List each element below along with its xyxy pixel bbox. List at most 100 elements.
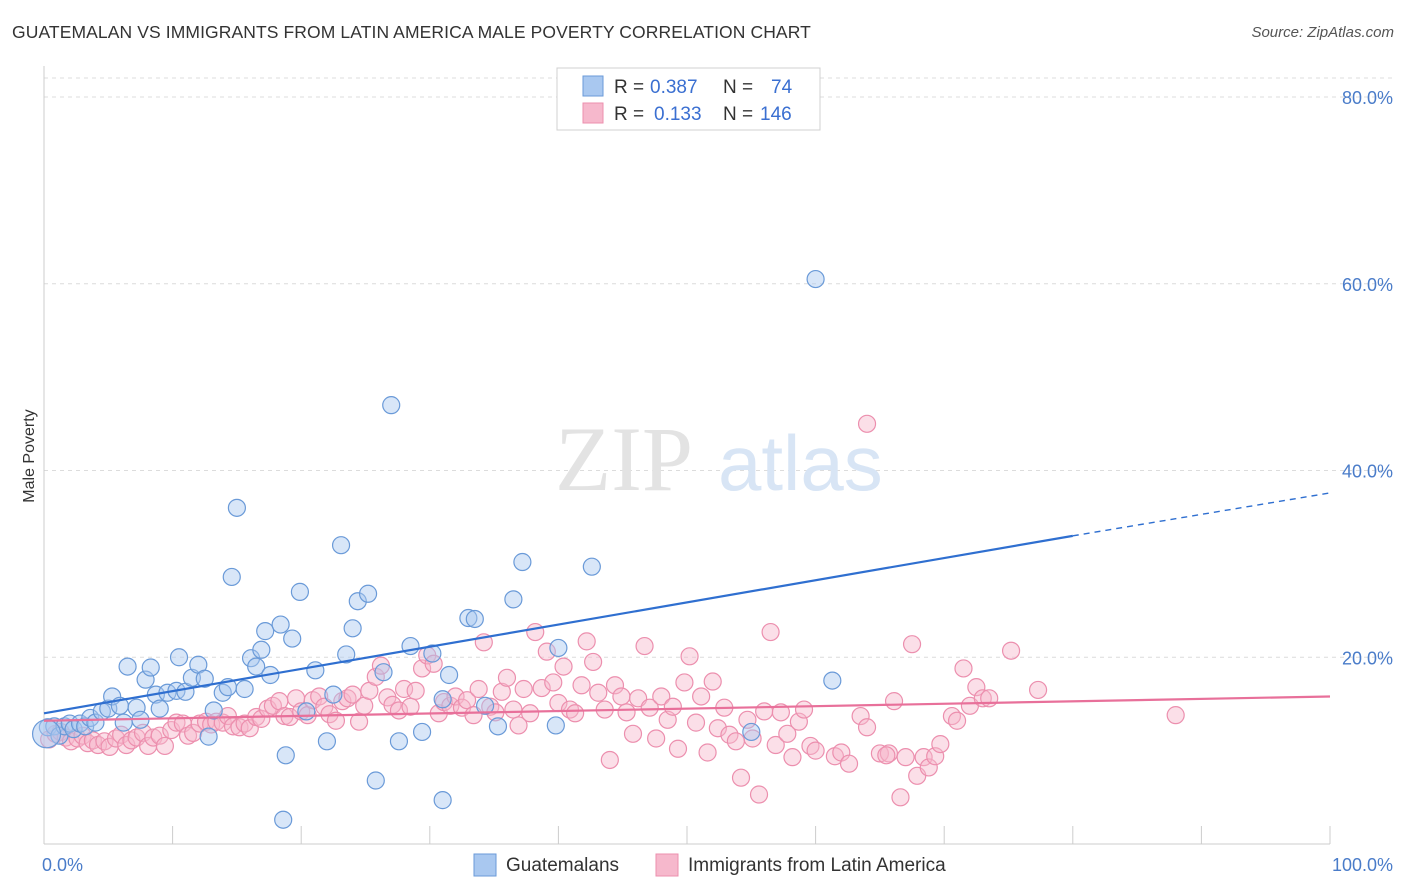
- pink-point: [902, 635, 922, 654]
- pink-point: [731, 768, 751, 787]
- blue-point: [118, 657, 137, 676]
- pink-point: [755, 702, 774, 721]
- pink-point: [605, 676, 625, 695]
- stats-legend: R = 0.387 N = 74 R = 0.133 N = 146: [556, 67, 821, 131]
- blue-point: [252, 640, 271, 659]
- blue-point: [256, 622, 275, 641]
- pink-point: [851, 706, 870, 726]
- pink-point: [663, 697, 682, 716]
- blue-point: [271, 615, 290, 634]
- watermark-zip: ZIP: [555, 408, 693, 510]
- pink-point: [947, 711, 967, 730]
- legend-r-value-pink: 0.133: [654, 104, 702, 125]
- pink-point: [469, 679, 488, 699]
- y-tick-labels: 20.0% 40.0% 60.0% 80.0%: [1342, 88, 1393, 668]
- blue-point: [823, 671, 842, 690]
- legend-n-value-blue: 74: [771, 77, 793, 98]
- pink-point: [514, 679, 533, 699]
- blue-point: [114, 713, 133, 732]
- y-tick-label: 40.0%: [1342, 462, 1393, 482]
- grid-lines: [44, 77, 1393, 658]
- pink-point: [698, 743, 717, 762]
- pink-point: [783, 748, 802, 767]
- blue-point: [150, 699, 169, 718]
- y-axis-label: Male Poverty: [21, 409, 38, 502]
- blue-point: [141, 658, 160, 677]
- pink-point: [857, 414, 877, 433]
- blue-point: [227, 498, 246, 517]
- blue-point: [86, 713, 105, 732]
- pink-point: [537, 642, 556, 661]
- blue-trendline: [43, 534, 1073, 715]
- pink-point: [980, 689, 999, 708]
- pink-point: [766, 735, 785, 755]
- blue-point: [31, 719, 62, 749]
- pink-point: [521, 704, 540, 723]
- pink-point: [680, 647, 699, 666]
- blue-point: [465, 609, 484, 629]
- bottom-legend-label-pink: Immigrants from Latin America: [688, 855, 946, 876]
- blue-point: [412, 722, 432, 742]
- legend-swatch-blue: [582, 75, 604, 97]
- watermark: ZIP atlas: [555, 408, 883, 510]
- blue-point: [169, 648, 189, 667]
- pink-point: [544, 673, 563, 692]
- blue-point: [459, 608, 478, 628]
- pink-point: [931, 734, 950, 754]
- blue-point: [195, 669, 214, 688]
- pink-point: [652, 687, 671, 706]
- pink-point: [310, 687, 329, 706]
- blue-point: [324, 685, 343, 704]
- pink-point: [566, 704, 585, 723]
- pink-point: [584, 652, 603, 672]
- pink-point: [686, 713, 706, 732]
- pink-point: [155, 736, 174, 756]
- blue-point: [439, 665, 459, 685]
- pink-point: [577, 632, 596, 651]
- blue-point: [423, 644, 442, 663]
- blue-point: [382, 396, 401, 415]
- pink-point: [589, 683, 608, 702]
- pink-point: [675, 673, 694, 692]
- blue-trendline-extension: [1072, 492, 1331, 537]
- pink-point: [703, 672, 722, 691]
- pink-point: [532, 678, 551, 698]
- pink-point: [509, 716, 528, 735]
- y-tick-label: 60.0%: [1342, 275, 1393, 295]
- pink-point: [554, 657, 573, 676]
- pink-point: [692, 687, 711, 706]
- pink-point: [640, 698, 659, 717]
- pink-point: [738, 710, 757, 729]
- pink-point: [857, 718, 877, 737]
- blue-point: [549, 638, 568, 658]
- blue-point: [235, 679, 254, 699]
- blue-point: [806, 269, 825, 289]
- pink-point: [150, 726, 169, 745]
- pink-point: [252, 709, 271, 728]
- pink-point: [178, 726, 198, 745]
- blue-point: [222, 567, 241, 587]
- legend-swatch-pink: [582, 102, 604, 124]
- pink-point: [954, 659, 973, 678]
- pink-point: [761, 622, 780, 642]
- pink-point: [896, 748, 915, 767]
- pink-point: [481, 697, 500, 716]
- pink-point: [617, 703, 636, 722]
- x-tick-labels: 0.0% 100.0%: [42, 855, 1393, 875]
- pink-point: [877, 746, 896, 765]
- blue-point: [274, 810, 293, 829]
- legend-r-value-blue: 0.387: [650, 77, 698, 98]
- legend-n-value-pink: 146: [760, 104, 792, 125]
- blue-point: [331, 536, 351, 555]
- x-tick-label: 100.0%: [1332, 855, 1393, 875]
- blue-point: [348, 592, 367, 611]
- pink-point: [1001, 641, 1021, 660]
- source-label: Source: ZipAtlas.com: [1251, 24, 1394, 41]
- pink-point: [457, 691, 477, 710]
- pink-point: [526, 622, 545, 642]
- pink-point: [647, 729, 666, 748]
- trendlines: [43, 492, 1331, 722]
- blue-point: [199, 727, 218, 746]
- legend-n-label-pink: N =: [723, 104, 753, 125]
